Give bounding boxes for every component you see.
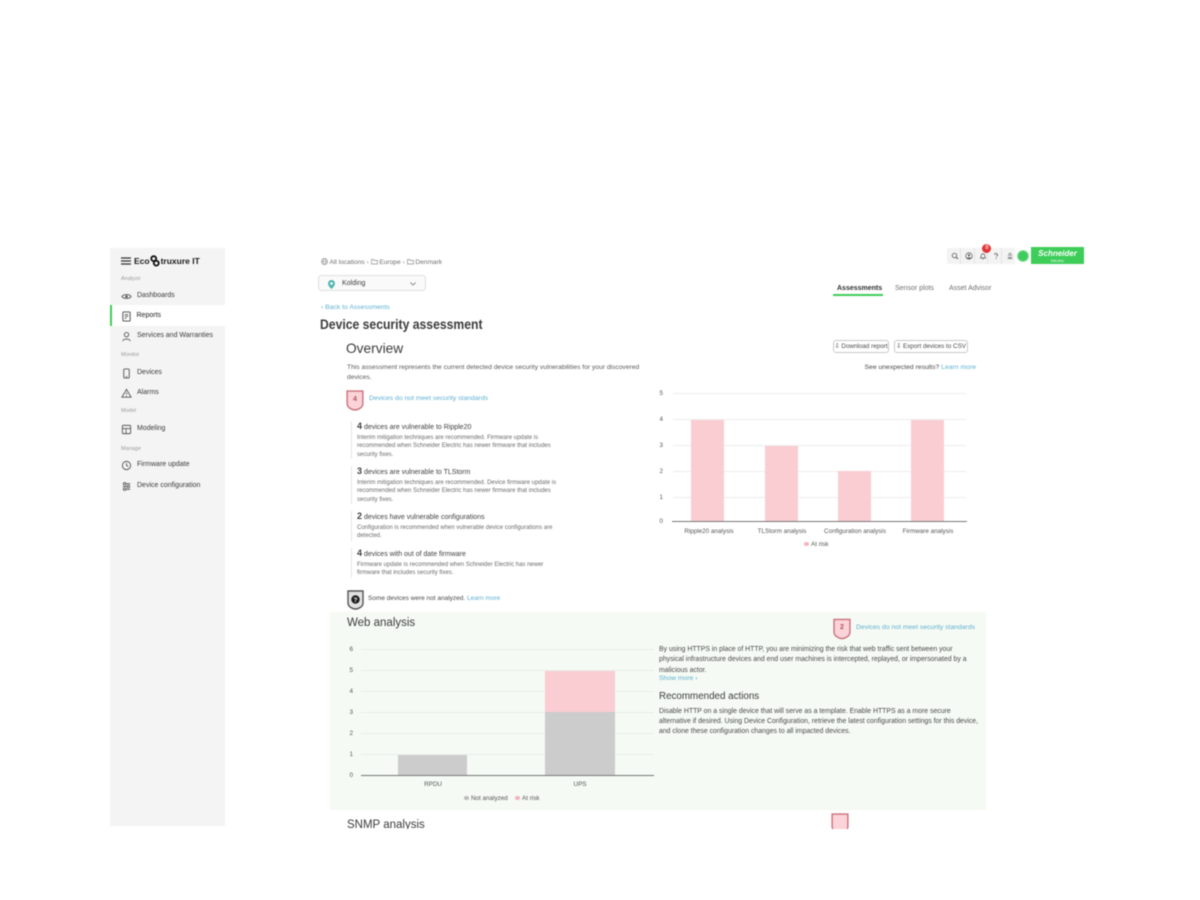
svg-text:?: ?: [354, 597, 358, 604]
